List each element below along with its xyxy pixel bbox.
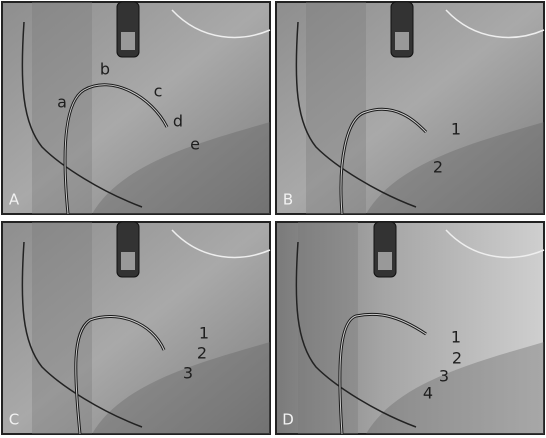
wire [21, 21, 143, 208]
annotation-label: 3 [183, 364, 193, 383]
heart-shadow [92, 342, 270, 434]
wire [295, 21, 417, 208]
panel-letter: A [9, 191, 20, 209]
catheter-highlight [340, 108, 427, 215]
heart-shadow [366, 122, 544, 214]
annotation-label: 1 [199, 324, 209, 343]
device-window [121, 252, 135, 270]
annotation-label: 2 [452, 349, 462, 368]
arc [445, 229, 545, 259]
panel: 123 C [1, 221, 271, 435]
panel-letter: C [9, 411, 19, 429]
annotation-label: 1 [451, 120, 461, 139]
annotation-label: 2 [197, 344, 207, 363]
spine [32, 2, 92, 214]
panel-letter: B [283, 191, 293, 209]
panel-letter: D [282, 411, 294, 429]
annotation-label: 1 [451, 328, 461, 347]
wire [295, 241, 417, 428]
arc [445, 9, 545, 39]
device-window [395, 32, 409, 50]
arc [171, 9, 271, 39]
spine [306, 2, 366, 214]
annotation-label: c [154, 82, 163, 101]
device-window [121, 32, 135, 50]
arc [171, 229, 271, 259]
heart-shadow [92, 122, 270, 214]
panel: a b cde A [1, 1, 271, 215]
catheter-highlight [64, 84, 168, 215]
annotation-label: 2 [433, 158, 443, 177]
catheter-highlight [339, 313, 427, 435]
panel: 12 B [275, 1, 545, 215]
annotation-label: b [100, 60, 110, 79]
panel: 1 234 D [275, 221, 545, 435]
annotation-label: 3 [439, 367, 449, 386]
annotation-label: 4 [423, 384, 433, 403]
wire [21, 241, 143, 428]
device-window [378, 252, 392, 270]
annotation-label: a [57, 93, 67, 112]
spine [298, 222, 358, 434]
catheter-highlight [75, 316, 165, 435]
annotation-label: d [173, 112, 183, 131]
annotation-label: e [190, 135, 200, 154]
heart-shadow [366, 342, 544, 434]
